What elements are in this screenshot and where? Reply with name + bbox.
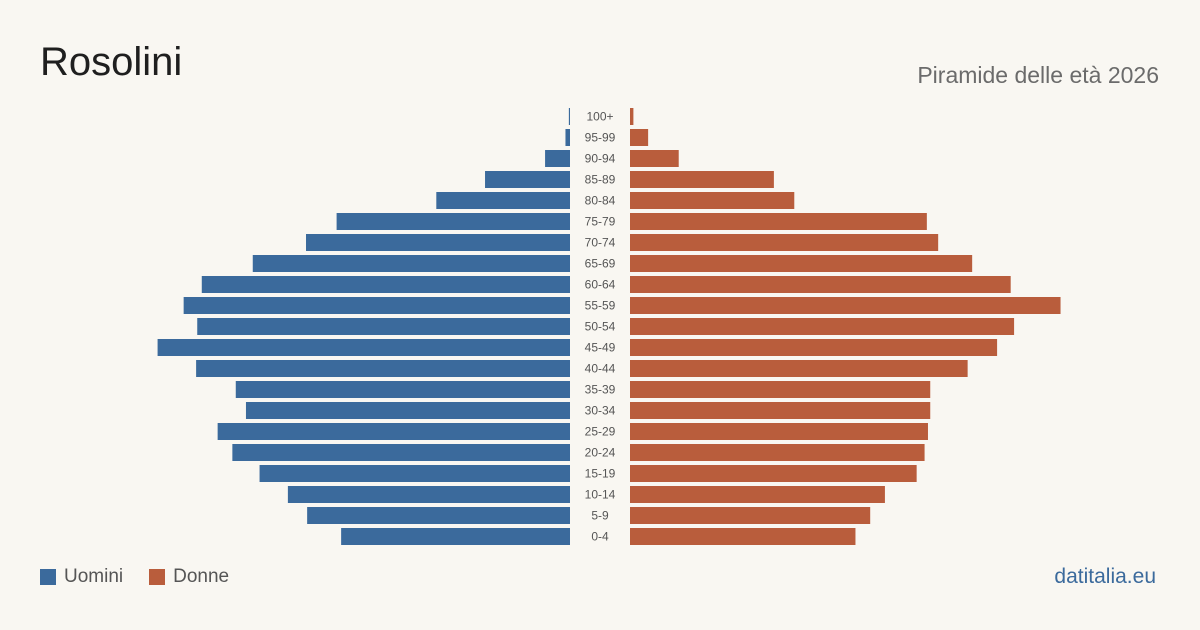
age-label-45-49: 45-49 [585,341,616,355]
bar-men-5-9 [307,507,570,524]
bar-women-55-59 [630,297,1061,314]
legend-item-women: Donne [149,566,229,588]
bar-women-0-4 [630,528,856,545]
bar-men-50-54 [197,318,571,335]
age-label-100+: 100+ [586,110,613,124]
age-label-65-69: 65-69 [585,257,616,271]
page-title: Rosolini [40,40,183,84]
bar-women-85-89 [630,171,774,188]
bar-women-20-24 [630,444,925,461]
bar-women-25-29 [630,423,928,440]
bar-women-35-39 [630,381,931,398]
bar-women-45-49 [630,339,998,356]
bar-women-30-34 [630,402,931,419]
bar-men-100+ [568,108,570,125]
age-label-35-39: 35-39 [585,383,616,397]
age-label-95-99: 95-99 [585,131,616,145]
bar-women-70-74 [630,234,939,251]
bar-men-95-99 [565,129,570,146]
bar-women-95-99 [630,129,649,146]
age-label-25-29: 25-29 [585,425,616,439]
bar-women-15-19 [630,465,917,482]
bar-women-10-14 [630,486,885,503]
age-label-10-14: 10-14 [585,488,616,502]
bar-women-60-64 [630,276,1011,293]
bar-women-90-94 [630,150,679,167]
bar-men-65-69 [252,255,570,272]
age-label-0-4: 0-4 [591,530,609,544]
bar-men-45-49 [157,339,570,356]
bar-women-75-79 [630,213,927,230]
age-label-80-84: 80-84 [585,194,616,208]
bar-men-30-34 [245,402,570,419]
age-label-5-9: 5-9 [591,509,609,523]
bar-women-5-9 [630,507,871,524]
age-label-70-74: 70-74 [585,236,616,250]
age-label-50-54: 50-54 [585,320,616,334]
bar-men-35-39 [235,381,570,398]
bar-men-10-14 [287,486,570,503]
bar-women-100+ [630,108,634,125]
bar-men-20-24 [232,444,570,461]
bar-men-80-84 [436,192,570,209]
bar-men-85-89 [485,171,570,188]
brand-link[interactable]: datitalia.eu [1054,565,1156,588]
age-label-15-19: 15-19 [585,467,616,481]
bar-women-80-84 [630,192,795,209]
bar-women-65-69 [630,255,973,272]
bar-men-90-94 [545,150,570,167]
age-label-40-44: 40-44 [585,362,616,376]
age-label-75-79: 75-79 [585,215,616,229]
age-label-60-64: 60-64 [585,278,616,292]
legend-swatch-women [149,569,166,585]
age-label-30-34: 30-34 [585,404,616,418]
legend-label-men: Uomini [64,566,124,587]
legend-item-men: Uomini [40,566,123,588]
legend-label-women: Donne [173,566,230,587]
bar-men-55-59 [183,297,570,314]
bar-men-0-4 [341,528,570,545]
chart-legend: Uomini Donne [40,566,255,588]
bar-men-25-29 [217,423,570,440]
legend-swatch-men [40,569,56,585]
age-label-20-24: 20-24 [585,446,616,460]
age-label-55-59: 55-59 [585,299,616,313]
bar-women-50-54 [630,318,1015,335]
bar-men-40-44 [196,360,571,377]
age-label-85-89: 85-89 [585,173,616,187]
bar-men-60-64 [201,276,570,293]
age-label-90-94: 90-94 [585,152,616,166]
bar-men-75-79 [336,213,570,230]
bar-men-15-19 [259,465,570,482]
chart-subtitle: Piramide delle età 2026 [917,62,1159,88]
bar-men-70-74 [306,234,570,251]
bar-women-40-44 [630,360,968,377]
